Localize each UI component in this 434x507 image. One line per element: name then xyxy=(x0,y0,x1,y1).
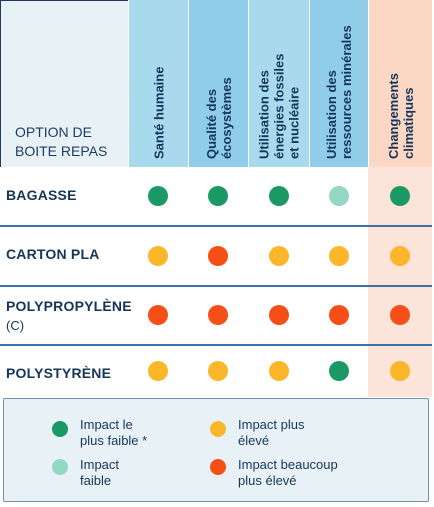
table-row: POLYPROPYLÈNE (C) xyxy=(0,286,432,344)
impact-dot xyxy=(148,305,168,325)
row-label: BAGASSE xyxy=(6,187,77,203)
legend-dot xyxy=(210,421,226,437)
impact-dot xyxy=(148,186,168,206)
impact-dot xyxy=(328,186,349,206)
impact-dot xyxy=(208,186,228,206)
impact-dot xyxy=(268,305,289,325)
table-row: CARTON PLA xyxy=(0,226,432,285)
impact-dot xyxy=(328,305,349,325)
row-separator xyxy=(0,225,432,227)
legend-dot xyxy=(210,459,226,475)
row-separator xyxy=(0,344,432,346)
legend-dot xyxy=(52,459,68,475)
impact-dot xyxy=(268,186,289,206)
impact-dot xyxy=(148,245,168,266)
legend-label: Impact plus élevé xyxy=(238,417,305,448)
row-label: POLYPROPYLÈNE xyxy=(6,298,132,314)
impact-dot xyxy=(390,361,410,381)
column-header-label: Santé humaine xyxy=(151,66,166,159)
column-header-label: Utilisation des énergies fossiles et nuclé… xyxy=(256,53,302,160)
table-row: POLYSTYRÈNE xyxy=(0,345,432,397)
table-row: BAGASSE xyxy=(0,167,432,225)
column-header-5: Changements climatiques xyxy=(368,0,432,167)
row-label: CARTON PLA xyxy=(6,246,100,262)
legend-label: Impact le plus faible * xyxy=(80,417,148,448)
impact-dot xyxy=(328,361,349,381)
legend-dot xyxy=(52,421,68,437)
column-header-4: Utilisation des ressources minérales xyxy=(309,0,368,167)
impact-dot xyxy=(268,245,289,266)
impact-dot xyxy=(208,361,228,381)
legend: Impact le plus faible * Impact faible Impact… xyxy=(3,398,429,502)
column-header-2: Qualité des écosystèmes xyxy=(188,0,248,167)
column-header-3: Utilisation des énergies fossiles et nuclé… xyxy=(248,0,309,167)
column-header-label: Changements climatiques xyxy=(385,73,416,159)
impact-dot xyxy=(148,361,168,381)
column-header-label: Utilisation des ressources minérales xyxy=(324,25,354,159)
impact-dot xyxy=(390,305,410,325)
column-header-label: Qualité des écosystèmes xyxy=(203,77,234,159)
row-label: POLYSTYRÈNE xyxy=(6,365,112,381)
impact-dot xyxy=(268,361,289,381)
impact-dot xyxy=(208,305,228,325)
row-sublabel: (C) xyxy=(6,318,25,333)
impact-table: OPTION DE BOITE REPAS Santé humaine Quali… xyxy=(0,0,432,397)
row-separator xyxy=(0,285,432,287)
row-header-label: OPTION DE BOITE REPAS xyxy=(15,124,108,159)
impact-dot xyxy=(390,186,410,206)
impact-dot xyxy=(328,245,349,266)
impact-dot xyxy=(208,245,228,266)
legend-label: Impact beaucoup plus élevé xyxy=(238,457,338,488)
column-header-1: Santé humaine xyxy=(128,0,188,167)
impact-dot xyxy=(390,245,410,266)
legend-label: Impact faible xyxy=(80,457,120,488)
row-header-cell: OPTION DE BOITE REPAS xyxy=(0,0,128,167)
table-header: OPTION DE BOITE REPAS Santé humaine Quali… xyxy=(0,0,432,167)
